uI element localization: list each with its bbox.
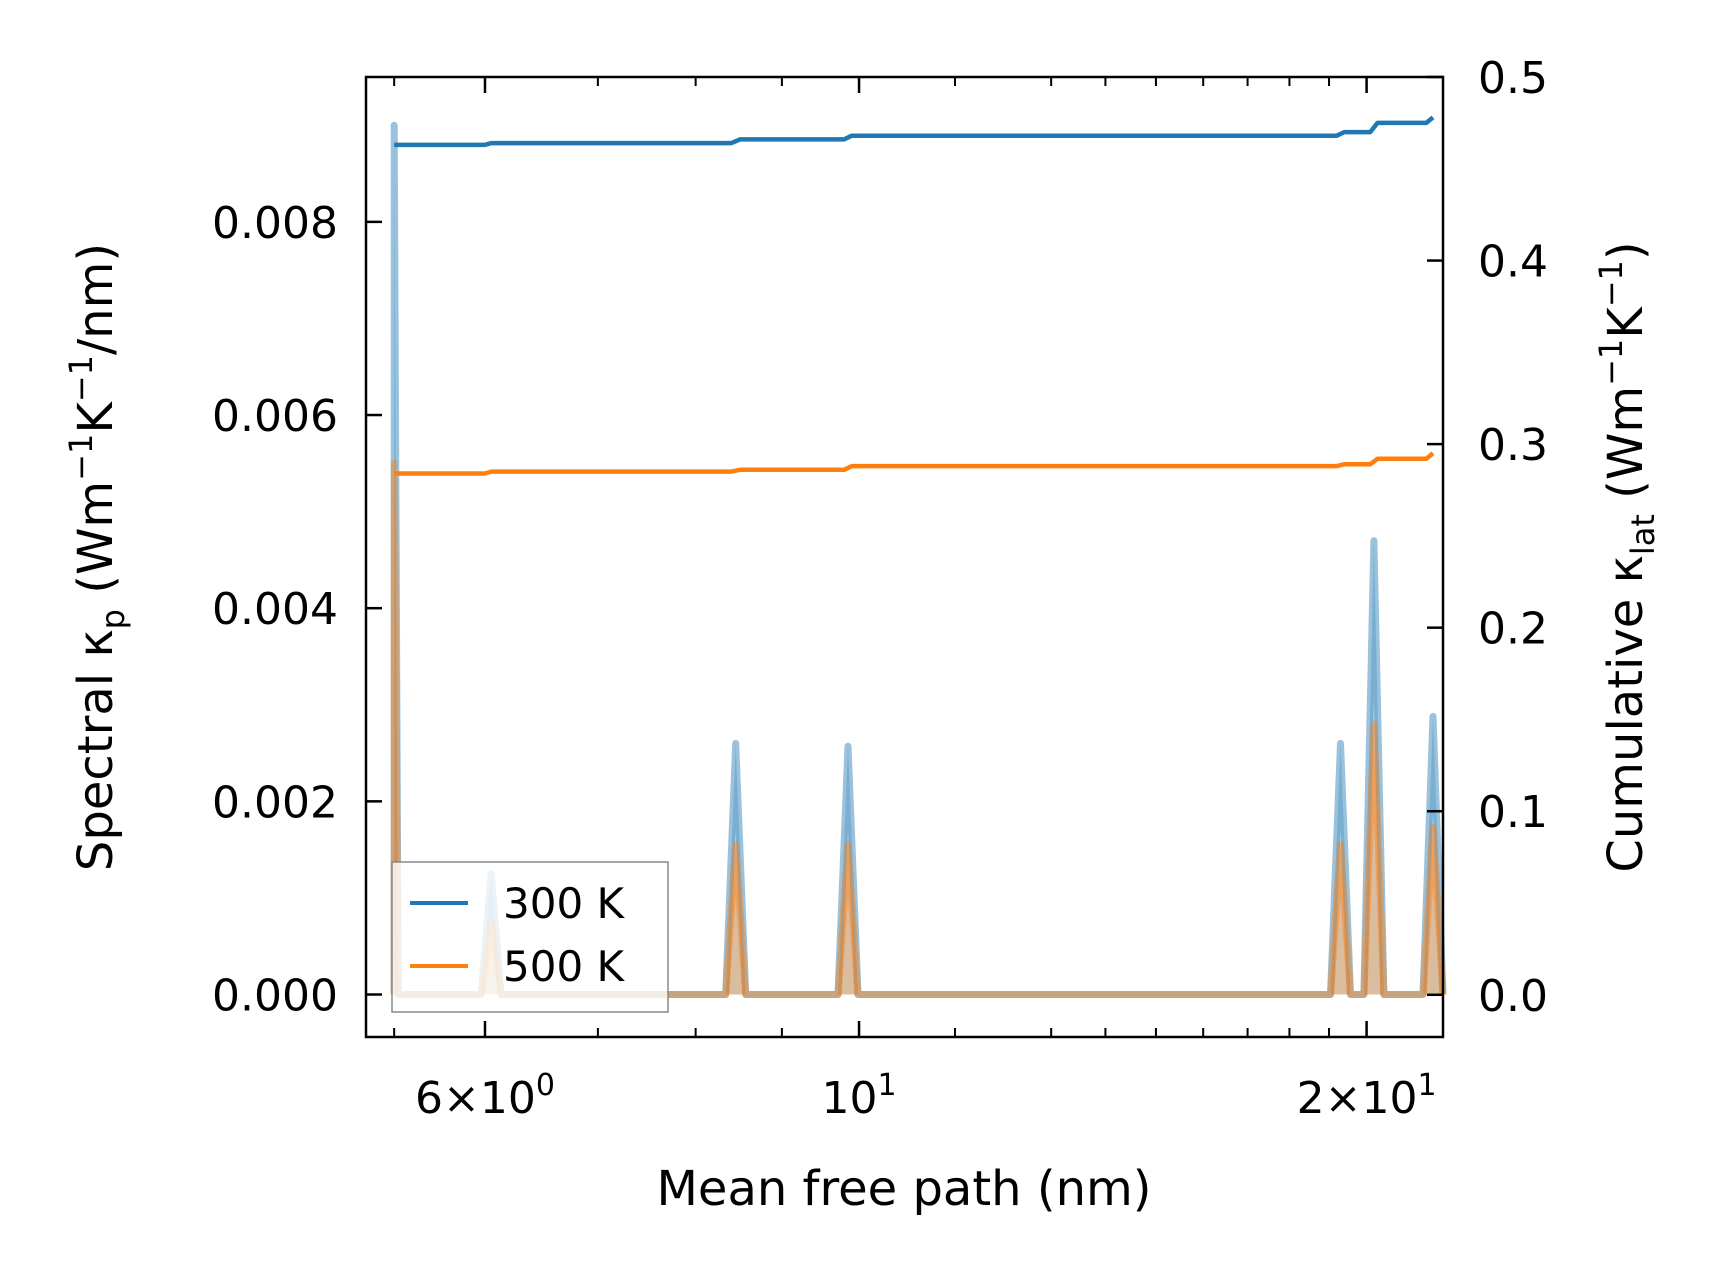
spectral-fill-300k bbox=[394, 125, 1444, 995]
legend-label-500k: 500 K bbox=[503, 942, 626, 991]
spectral-fill-500k bbox=[394, 463, 1444, 995]
y-right-tick-label: 0.5 bbox=[1478, 53, 1548, 104]
legend-label-300k: 300 K bbox=[503, 879, 626, 928]
y-left-tick-label: 0.000 bbox=[212, 971, 338, 1022]
axis-ticks-group bbox=[366, 75, 1443, 1037]
y-right-tick-label: 0.1 bbox=[1478, 787, 1548, 838]
legend-box bbox=[391, 861, 669, 1013]
cumulative-series-group bbox=[394, 115, 1435, 476]
x-tick-label: 101 bbox=[821, 1068, 896, 1124]
y-left-tick-label: 0.006 bbox=[212, 391, 338, 442]
tick-labels-group: 6×100 101 2×101 0.000 0.002 0.004 0.006 0.008 0.… bbox=[212, 53, 1548, 1124]
x-tick-label: 6×100 bbox=[415, 1068, 555, 1124]
cumulative-line-500k bbox=[394, 451, 1435, 476]
legend: 300 K 500 K bbox=[391, 861, 669, 1013]
x-tick-label: 2×101 bbox=[1297, 1068, 1437, 1124]
y-left-tick-label: 0.004 bbox=[212, 584, 338, 635]
y-left-tick-label: 0.002 bbox=[212, 777, 338, 828]
x-axis-title: Mean free path (nm) bbox=[657, 1161, 1152, 1217]
plot-frame bbox=[364, 75, 1445, 1039]
cumulative-line-300k bbox=[394, 115, 1435, 148]
y-axis-right-title: Cumulative κlat (Wm−1K−1) bbox=[1592, 241, 1662, 872]
y-right-tick-label: 0.0 bbox=[1478, 971, 1548, 1022]
y-axis-left-title: Spectral κp (Wm−1K−1/nm) bbox=[62, 243, 132, 871]
y-left-tick-label: 0.008 bbox=[212, 198, 338, 249]
y-right-tick-label: 0.2 bbox=[1478, 604, 1548, 655]
y-right-tick-label: 0.4 bbox=[1478, 237, 1548, 288]
y-right-tick-label: 0.3 bbox=[1478, 420, 1548, 471]
